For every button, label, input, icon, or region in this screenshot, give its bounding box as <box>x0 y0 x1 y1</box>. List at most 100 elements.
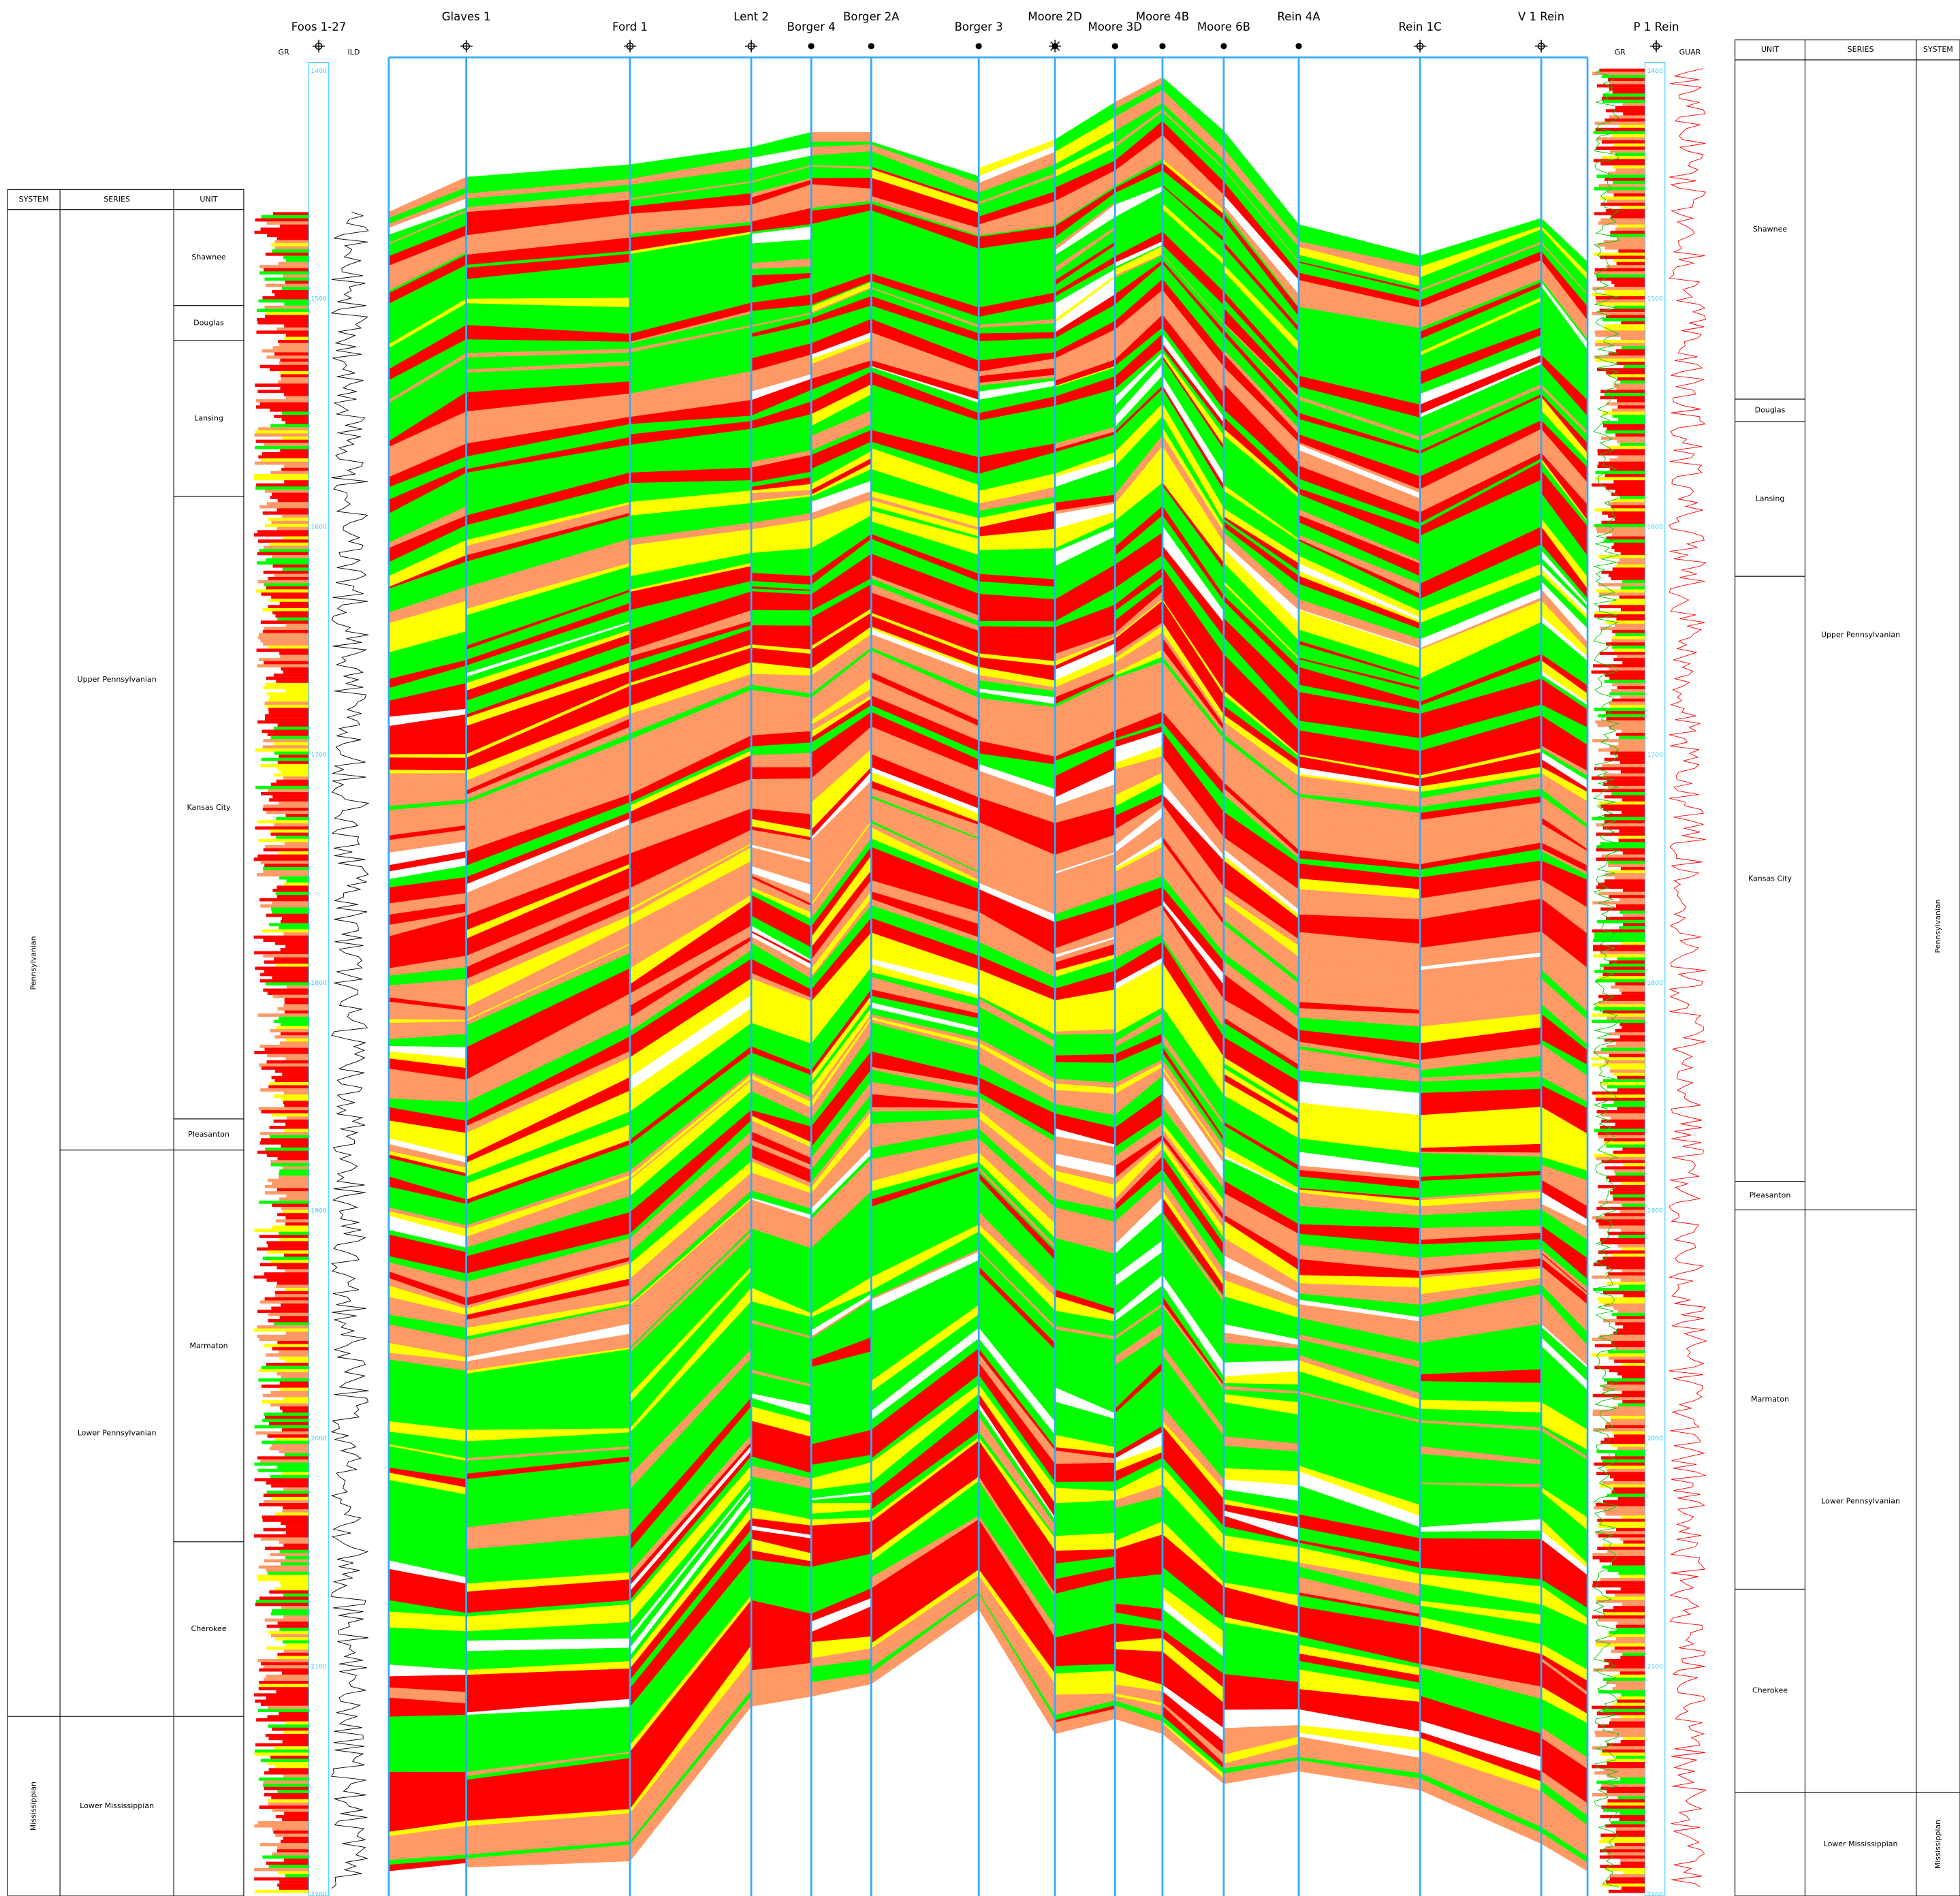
log-fill <box>284 480 309 484</box>
log-fill <box>1609 1721 1645 1725</box>
log-fill <box>268 789 309 793</box>
log-fill <box>257 1709 309 1713</box>
log-fill <box>1616 362 1645 365</box>
log-fill <box>268 1081 309 1086</box>
log-fill <box>281 1304 309 1307</box>
log-fill <box>262 1515 309 1519</box>
log-fill <box>1595 333 1645 337</box>
log-fill <box>267 1705 309 1709</box>
log-fill <box>272 889 309 892</box>
well-symbol-cross <box>623 40 637 52</box>
log-fill <box>283 274 309 278</box>
log-fill <box>256 330 309 334</box>
log-fill <box>279 876 309 880</box>
log-fill <box>1603 966 1645 970</box>
log-fill <box>279 1880 309 1884</box>
log-fill <box>1613 1703 1645 1706</box>
log-fill <box>1609 870 1645 874</box>
log-fill <box>1607 1468 1645 1472</box>
system-label: Mississippian <box>29 1782 38 1831</box>
log-fill <box>273 1830 309 1834</box>
log-fill <box>1617 1496 1645 1500</box>
log-fill <box>1620 1278 1645 1282</box>
log-fill <box>1607 1549 1645 1553</box>
log-fill <box>1614 1843 1645 1846</box>
unit-label: Marmaton <box>1751 1395 1789 1404</box>
log-fill <box>270 736 309 740</box>
log-fill <box>1601 140 1645 144</box>
log-fill <box>260 1843 309 1846</box>
log-fill <box>1604 1659 1645 1662</box>
log-fill <box>1594 1771 1645 1775</box>
log-fill <box>1598 1724 1645 1728</box>
log-fill <box>1621 866 1645 870</box>
log-fill <box>280 386 309 390</box>
log-fill <box>1615 433 1645 437</box>
log-fill <box>1611 492 1645 496</box>
log-fill <box>284 998 309 1002</box>
well-name: Rein 1C <box>1398 20 1441 33</box>
log-fill <box>272 1852 309 1856</box>
log-fill <box>272 289 309 294</box>
log-fill <box>270 424 309 428</box>
log-fill <box>256 873 309 876</box>
log-fill <box>1600 1577 1645 1581</box>
log-fill <box>1598 1222 1645 1226</box>
log-fill <box>1620 1715 1645 1719</box>
layer-band <box>750 753 812 768</box>
log-fill <box>1598 994 1645 998</box>
log-fill <box>1620 695 1645 699</box>
log-fill <box>1607 1494 1645 1498</box>
log-fill <box>1605 1422 1645 1425</box>
log-fill <box>1609 1191 1645 1195</box>
log-fill <box>1600 162 1645 165</box>
log-fill <box>1597 844 1645 849</box>
log-fill <box>1622 1269 1645 1273</box>
log-fill <box>266 1646 309 1650</box>
well-symbol-ray <box>1054 46 1060 51</box>
log-fill <box>1621 346 1645 350</box>
log-fill <box>1608 1350 1645 1354</box>
log-fill <box>1597 464 1645 469</box>
unit-label: Kansas City <box>1748 874 1792 883</box>
log-fill <box>1602 1609 1645 1613</box>
log-fill <box>1605 1425 1645 1429</box>
log-fill <box>1623 923 1645 927</box>
log-fill <box>1616 386 1645 390</box>
log-fill <box>1617 1622 1645 1625</box>
log-fill <box>262 729 309 733</box>
log-fill <box>285 1721 309 1725</box>
log-fill <box>1607 864 1645 868</box>
depth-track <box>1644 62 1666 1896</box>
log-fill <box>1617 1310 1645 1313</box>
log-fill <box>283 1506 309 1510</box>
log-fill <box>284 1000 309 1005</box>
log-fill <box>264 1792 309 1797</box>
log-fill <box>1606 536 1645 540</box>
log-fill <box>263 866 309 870</box>
log-fill <box>284 302 309 306</box>
log-fill <box>279 1350 309 1354</box>
depth-label: 2000 <box>311 1435 327 1442</box>
log-fill <box>254 230 309 234</box>
log-fill <box>1607 402 1645 406</box>
log-fill <box>1617 1244 1645 1248</box>
log-fill <box>1595 471 1645 475</box>
log-fill <box>258 1565 309 1569</box>
log-fill <box>285 1525 309 1528</box>
log-fill <box>1602 1543 1645 1547</box>
log-fill <box>266 1060 309 1064</box>
log-fill <box>1617 455 1645 459</box>
log-fill <box>265 714 309 718</box>
log-fill <box>1592 1765 1645 1769</box>
log-fill <box>255 826 309 830</box>
log-fill <box>1605 208 1645 212</box>
log-fill <box>1598 1534 1645 1538</box>
log-fill <box>1619 1210 1645 1214</box>
log-fill <box>281 919 309 923</box>
log-fill <box>1606 620 1645 624</box>
log-fill <box>257 1468 309 1472</box>
log-fill <box>257 580 309 584</box>
log-fill <box>261 1537 309 1541</box>
log-fill <box>1597 449 1645 453</box>
